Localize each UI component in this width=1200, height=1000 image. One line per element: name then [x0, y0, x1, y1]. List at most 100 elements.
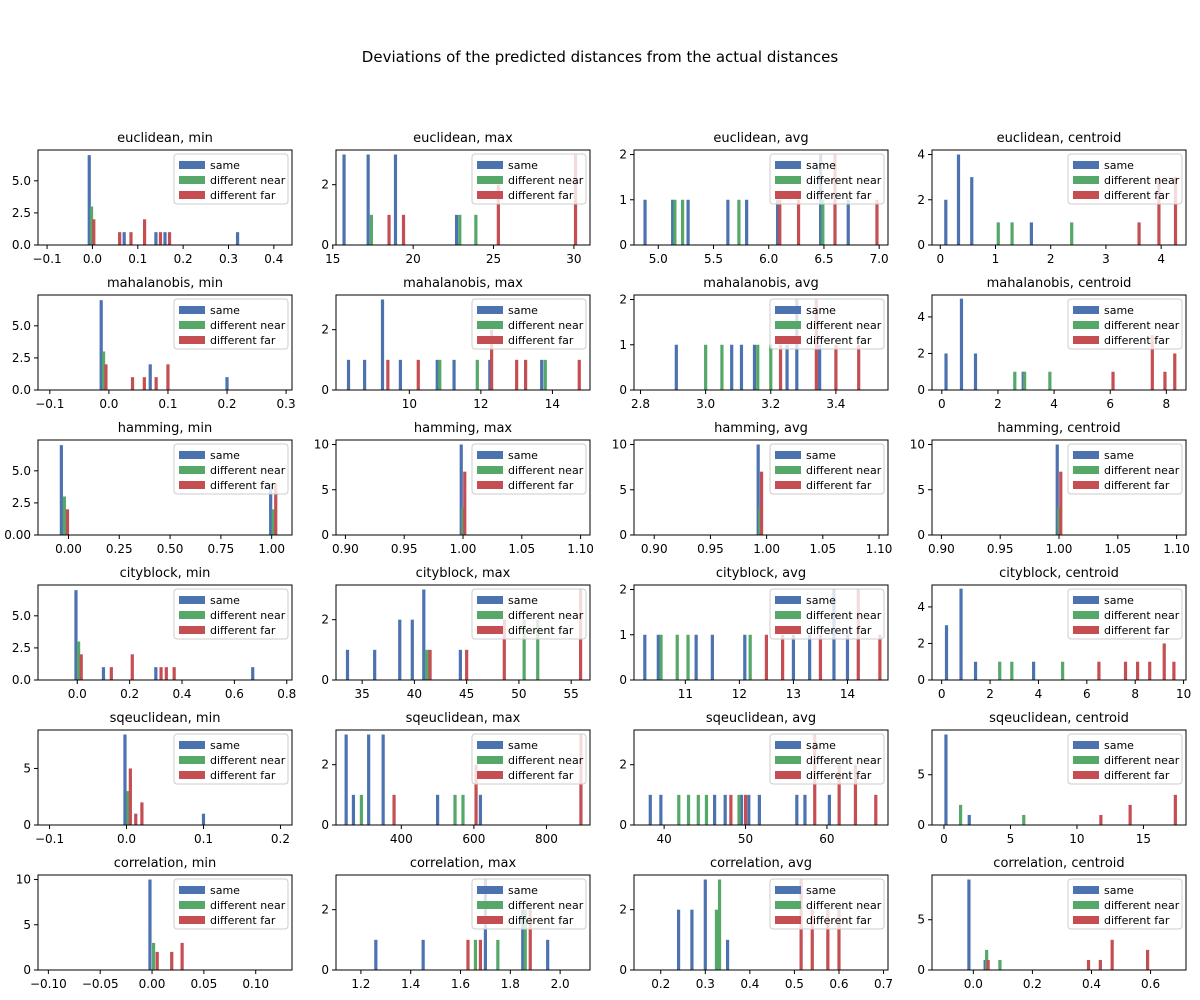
x-tick-label: 15 — [325, 252, 340, 266]
bar-different-near — [769, 344, 773, 390]
legend: same different near different far — [173, 443, 289, 495]
x-tick-label: 6 — [1083, 687, 1091, 701]
x-tick-label: 3.0 — [696, 397, 715, 411]
legend-swatch — [477, 336, 503, 344]
bar-same — [374, 939, 378, 970]
x-tick-label: 1.4 — [401, 977, 420, 991]
subplot-hamming-max: hamming, max 0.90 0.95 1.00 1.05 1.10 0 5 10 same… — [314, 421, 594, 556]
bar-same — [435, 359, 439, 390]
bar-same — [225, 377, 229, 390]
legend-swatch — [775, 901, 801, 909]
bar-different-near — [686, 794, 691, 825]
bar-different-far — [109, 667, 113, 680]
bar-same — [381, 734, 385, 825]
legend-swatch — [477, 596, 503, 604]
bar-different-far — [502, 619, 506, 680]
legend-swatch — [179, 176, 205, 184]
bar-different-far — [810, 909, 814, 970]
subplot-mahalanobis-min: mahalanobis, min −0.1 0.0 0.1 0.2 0.3 0.0 2.5 5.… — [12, 276, 296, 411]
bar-different-near — [359, 794, 363, 825]
y-tick-label: 2 — [321, 758, 329, 772]
legend-label: same — [508, 739, 538, 752]
bar-same — [398, 359, 402, 390]
x-tick-label: 1.05 — [1104, 542, 1131, 556]
x-tick-label: 1.00 — [450, 542, 477, 556]
bar-same — [690, 909, 694, 970]
x-tick-label: 1.00 — [753, 542, 780, 556]
legend-label: different near — [806, 174, 882, 187]
axes-frame — [37, 149, 293, 246]
bar-different-far — [515, 359, 519, 390]
bar-different-near — [714, 909, 719, 970]
y-tick-label: 4 — [917, 148, 925, 162]
bar-different-far — [1111, 371, 1115, 390]
legend-label: same — [210, 449, 240, 462]
legend-swatch — [477, 626, 503, 634]
subplot-correlation-centroid: correlation, centroid 0.0 0.2 0.4 0.6 0 5 same d… — [917, 856, 1187, 991]
legend-swatch — [1073, 176, 1099, 184]
legend-label: different far — [210, 189, 276, 202]
bar-different-far — [874, 794, 878, 825]
axes-frame — [335, 149, 591, 246]
bar-different-far — [1150, 335, 1154, 390]
bar-different-near — [1022, 814, 1026, 825]
bar-same — [342, 154, 346, 245]
bar-different-far — [1162, 643, 1166, 680]
x-tick-label: 14 — [545, 397, 560, 411]
bar-different-far — [1086, 959, 1091, 970]
legend-label: different far — [210, 479, 276, 492]
bar-different-near — [748, 634, 752, 680]
legend-label: different near — [1104, 319, 1180, 332]
bar-different-far — [387, 214, 391, 245]
x-tick-label: 0 — [936, 252, 944, 266]
legend-label: different near — [508, 174, 584, 187]
figure-title: Deviations of the predicted distances fr… — [362, 48, 839, 66]
legend-swatch — [477, 741, 503, 749]
bar-different-far — [834, 344, 838, 390]
legend-label: same — [1104, 884, 1134, 897]
x-tick-label: 0.2 — [217, 397, 236, 411]
legend: same different near different far — [1067, 443, 1183, 495]
x-tick-label: 1.05 — [809, 542, 836, 556]
x-tick-label: 1.2 — [351, 977, 370, 991]
legend-label: different near — [508, 899, 584, 912]
legend-swatch — [775, 176, 801, 184]
x-tick-label: 3.4 — [826, 397, 845, 411]
bar-same — [488, 359, 492, 390]
x-tick-label: 0.1 — [158, 397, 177, 411]
bar-different-near — [1023, 371, 1027, 390]
x-tick-label: 60 — [819, 832, 834, 846]
y-tick-label: 2 — [917, 346, 925, 360]
bar-same — [686, 199, 690, 245]
y-tick-label: 0.00 — [4, 528, 31, 542]
legend-swatch — [477, 756, 503, 764]
x-tick-label: 0.0 — [68, 687, 87, 701]
legend-swatch — [477, 886, 503, 894]
bar-same — [459, 444, 463, 535]
y-tick-label: 0.0 — [12, 238, 31, 252]
legend-label: same — [210, 739, 240, 752]
legend-label: different far — [806, 624, 872, 637]
legend-label: different far — [508, 479, 574, 492]
x-tick-label: 12 — [473, 397, 488, 411]
x-tick-label: −0.05 — [82, 977, 119, 991]
bar-same — [148, 879, 152, 970]
subplot-title: mahalanobis, centroid — [987, 276, 1132, 291]
legend-swatch — [179, 321, 205, 329]
x-tick-label: 3 — [1102, 252, 1110, 266]
legend-label: different near — [806, 319, 882, 332]
x-tick-label: 15 — [1136, 832, 1151, 846]
y-tick-label: 5 — [23, 918, 31, 932]
x-tick-label: 0.95 — [987, 542, 1014, 556]
bar-different-near — [659, 634, 663, 680]
legend-label: different near — [210, 319, 286, 332]
y-tick-label: 1 — [619, 338, 627, 352]
bar-different-far — [496, 184, 500, 245]
legend-label: different far — [508, 914, 574, 927]
legend-swatch — [179, 771, 205, 779]
bar-same — [648, 794, 652, 825]
axes-frame — [931, 294, 1187, 391]
bar-same — [123, 734, 127, 825]
legend: same different near different far — [769, 443, 885, 495]
